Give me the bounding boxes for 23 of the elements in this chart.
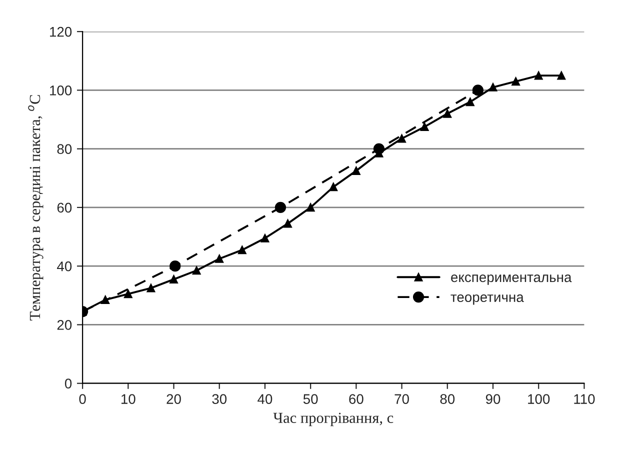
- y-tick-label: 0: [64, 378, 72, 389]
- x-tick-label: 80: [440, 394, 455, 404]
- x-tick-label: 30: [212, 394, 227, 404]
- y-tick-label: 80: [57, 144, 72, 154]
- x-tick-label: 100: [528, 394, 550, 404]
- y-tick-label: 100: [50, 86, 72, 96]
- y-tick-label: 120: [50, 26, 72, 37]
- x-tick-label: 50: [303, 394, 318, 404]
- y-tick-label: 60: [57, 202, 72, 213]
- x-tick-label: 60: [349, 394, 364, 404]
- x-tick-label: 10: [121, 394, 136, 404]
- y-axis-title: Температура в середині пакета, $^{o}$C: [28, 95, 44, 320]
- legend-label: експериментальна: [451, 274, 572, 285]
- x-tick-label: 20: [166, 394, 181, 404]
- y-tick-label: 20: [57, 320, 72, 330]
- x-tick-label: 110: [574, 394, 595, 404]
- x-tick-label: 70: [394, 394, 409, 404]
- x-tick-label: 90: [486, 394, 500, 404]
- x-tick-label: 0: [79, 394, 86, 404]
- x-axis-title: Час прогрівання, с: [273, 412, 394, 426]
- y-tick-label: 40: [57, 261, 72, 272]
- x-tick-label: 40: [258, 394, 272, 404]
- legend-label: теоретична: [450, 294, 524, 305]
